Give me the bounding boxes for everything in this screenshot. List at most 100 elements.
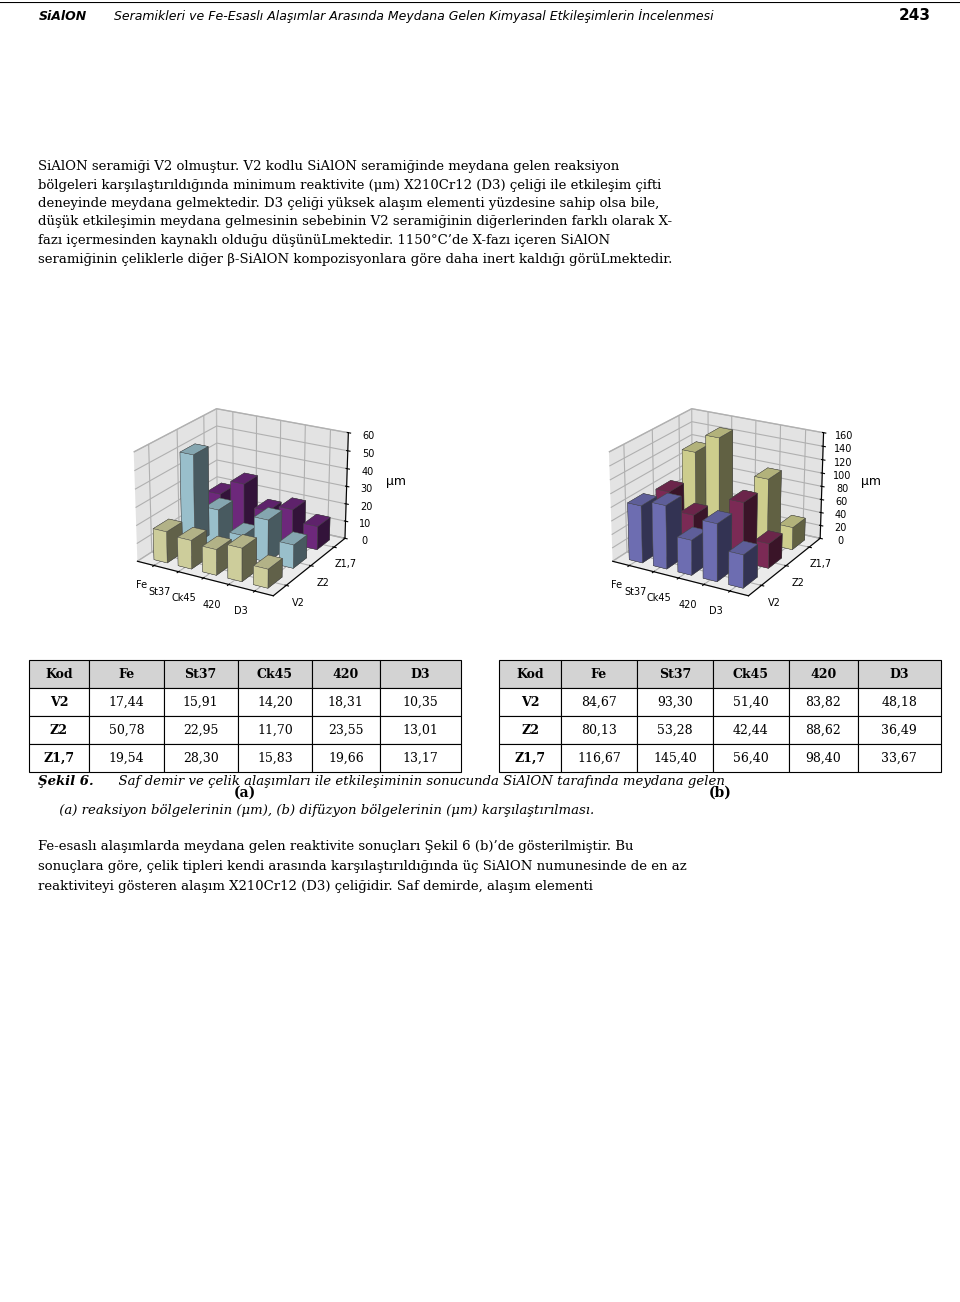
Text: 36,49: 36,49 (881, 724, 917, 737)
Bar (379, 687, 461, 716)
Text: 10,35: 10,35 (402, 695, 438, 708)
Bar (857, 716, 941, 743)
Bar (561, 660, 636, 687)
Bar (713, 687, 789, 716)
Text: Fe-esaslı alaşımlarda meydana gelen reaktivite sonuçları Şekil 6 (b)’de gösteril: Fe-esaslı alaşımlarda meydana gelen reak… (38, 840, 687, 893)
Text: 42,44: 42,44 (733, 724, 769, 737)
Text: 98,40: 98,40 (805, 751, 841, 764)
Text: 420: 420 (810, 668, 836, 681)
Text: Z1,7: Z1,7 (515, 751, 545, 764)
Bar (379, 716, 461, 743)
Text: Fe: Fe (590, 668, 607, 681)
Text: Kod: Kod (516, 668, 544, 681)
Bar (561, 743, 636, 772)
Text: (a): (a) (233, 785, 256, 799)
Text: 22,95: 22,95 (183, 724, 218, 737)
Bar (789, 660, 857, 687)
Text: 84,67: 84,67 (581, 695, 616, 708)
Bar (636, 687, 713, 716)
Bar (89, 716, 163, 743)
Text: 53,28: 53,28 (657, 724, 693, 737)
Text: Z1,7: Z1,7 (43, 751, 75, 764)
Bar (713, 743, 789, 772)
Bar (29, 687, 89, 716)
Bar (163, 687, 238, 716)
Text: 48,18: 48,18 (881, 695, 917, 708)
Bar (379, 660, 461, 687)
Bar (312, 660, 379, 687)
Text: 116,67: 116,67 (577, 751, 621, 764)
Bar (163, 743, 238, 772)
Text: SiAlON: SiAlON (38, 9, 86, 22)
Text: 33,67: 33,67 (881, 751, 917, 764)
Text: (a) reaksiyon bölgelerinin (μm), (b) difüzyon bölgelerinin (μm) karşılaştırılmas: (a) reaksiyon bölgelerinin (μm), (b) dif… (38, 805, 594, 818)
Bar (857, 687, 941, 716)
Text: Seramikleri ve Fe-Esaslı Alaşımlar Arasında Meydana Gelen Kimyasal Etkileşimleri: Seramikleri ve Fe-Esaslı Alaşımlar Arası… (110, 9, 714, 23)
Text: (b): (b) (708, 785, 732, 799)
Text: V2: V2 (50, 695, 68, 708)
Bar (29, 743, 89, 772)
Bar (713, 660, 789, 687)
Text: V2: V2 (521, 695, 540, 708)
Text: St37: St37 (184, 668, 217, 681)
Bar (561, 716, 636, 743)
Text: 243: 243 (900, 9, 931, 23)
Text: Şekil 6.: Şekil 6. (38, 775, 94, 788)
Text: SiAlON seramiği V2 olmuştur. V2 kodlu SiAlON seramiğinde meydana gelen reaksiyon: SiAlON seramiği V2 olmuştur. V2 kodlu Si… (38, 160, 673, 266)
Bar (312, 687, 379, 716)
Bar (857, 743, 941, 772)
Text: 93,30: 93,30 (657, 695, 693, 708)
Text: 11,70: 11,70 (257, 724, 293, 737)
Text: 19,66: 19,66 (328, 751, 364, 764)
Bar (312, 743, 379, 772)
Bar (789, 716, 857, 743)
Bar (857, 660, 941, 687)
Text: 80,13: 80,13 (581, 724, 617, 737)
Bar (636, 660, 713, 687)
Bar (238, 660, 312, 687)
Text: 145,40: 145,40 (653, 751, 697, 764)
Bar (789, 743, 857, 772)
Bar (29, 716, 89, 743)
Bar (636, 743, 713, 772)
Text: 13,17: 13,17 (402, 751, 438, 764)
Text: Ck45: Ck45 (732, 668, 769, 681)
Text: 19,54: 19,54 (108, 751, 144, 764)
Text: 23,55: 23,55 (328, 724, 364, 737)
Text: Saf demir ve çelik alaşımları ile etkileşiminin sonucunda SiAlON tarafında meyda: Saf demir ve çelik alaşımları ile etkile… (109, 775, 725, 788)
Bar (561, 687, 636, 716)
Bar (713, 716, 789, 743)
Text: Z2: Z2 (50, 724, 68, 737)
Text: 15,91: 15,91 (182, 695, 219, 708)
Text: 13,01: 13,01 (402, 724, 438, 737)
Bar (499, 743, 561, 772)
Bar (89, 660, 163, 687)
Text: 420: 420 (333, 668, 359, 681)
Text: 14,20: 14,20 (257, 695, 293, 708)
Bar (789, 687, 857, 716)
Bar (499, 687, 561, 716)
Bar (163, 716, 238, 743)
Text: 88,62: 88,62 (805, 724, 841, 737)
Bar (238, 687, 312, 716)
Text: 83,82: 83,82 (805, 695, 841, 708)
Bar (636, 716, 713, 743)
Text: Kod: Kod (45, 668, 73, 681)
Text: 50,78: 50,78 (108, 724, 144, 737)
Bar (238, 743, 312, 772)
Bar (499, 660, 561, 687)
Text: D3: D3 (890, 668, 909, 681)
Text: 28,30: 28,30 (182, 751, 219, 764)
Bar (89, 687, 163, 716)
Bar (312, 716, 379, 743)
Text: Z2: Z2 (521, 724, 540, 737)
Text: D3: D3 (411, 668, 430, 681)
Bar (238, 716, 312, 743)
Bar (379, 743, 461, 772)
Text: 18,31: 18,31 (328, 695, 364, 708)
Bar (499, 716, 561, 743)
Bar (89, 743, 163, 772)
Bar (163, 660, 238, 687)
Text: 51,40: 51,40 (733, 695, 769, 708)
Bar (29, 660, 89, 687)
